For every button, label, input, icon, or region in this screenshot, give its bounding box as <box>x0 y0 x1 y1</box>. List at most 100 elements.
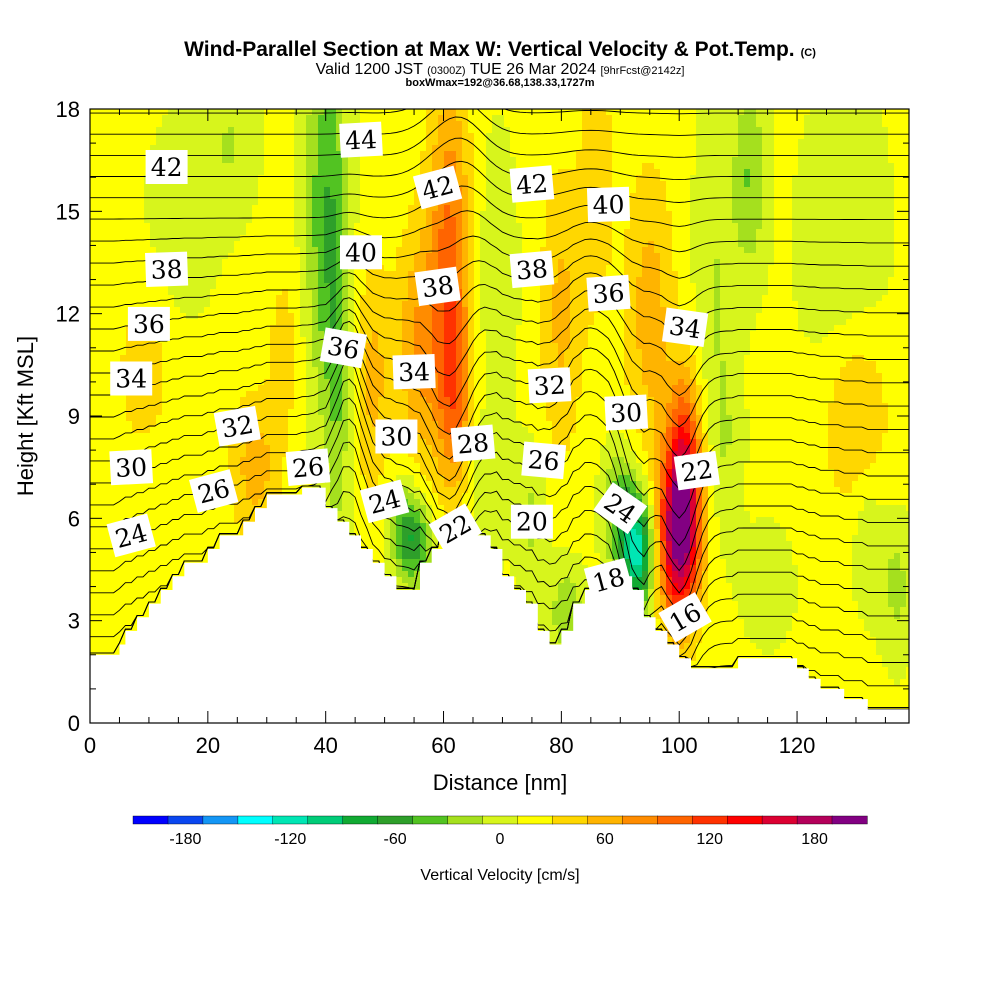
velocity-cell <box>228 373 235 380</box>
velocity-cell <box>144 553 151 560</box>
velocity-cell <box>174 109 181 116</box>
velocity-cell <box>192 319 199 326</box>
velocity-cell <box>120 157 127 164</box>
velocity-cell <box>342 211 349 218</box>
velocity-cell <box>90 127 97 134</box>
velocity-cell <box>318 403 325 410</box>
velocity-cell <box>336 271 343 278</box>
velocity-cell <box>150 343 157 350</box>
velocity-cell <box>234 313 241 320</box>
velocity-cell <box>336 499 343 506</box>
velocity-cell <box>126 241 133 248</box>
velocity-cell <box>360 415 367 422</box>
velocity-cell <box>108 169 115 176</box>
velocity-cell <box>252 385 259 392</box>
velocity-cell <box>180 127 187 134</box>
velocity-cell <box>288 403 295 410</box>
velocity-cell <box>90 457 97 464</box>
velocity-cell <box>156 445 163 452</box>
velocity-cell <box>138 151 145 158</box>
velocity-cell <box>240 463 247 470</box>
velocity-cell <box>210 121 217 128</box>
velocity-cell <box>252 457 259 464</box>
velocity-cell <box>252 487 259 494</box>
velocity-cell <box>228 259 235 266</box>
velocity-cell <box>324 499 331 506</box>
velocity-cell <box>174 361 181 368</box>
velocity-cell <box>96 175 103 182</box>
velocity-cell <box>306 235 313 242</box>
velocity-cell <box>264 451 271 458</box>
velocity-cell <box>342 217 349 224</box>
velocity-cell <box>330 421 337 428</box>
velocity-cell <box>330 247 337 254</box>
velocity-cell <box>102 163 109 170</box>
velocity-cell <box>186 199 193 206</box>
velocity-cell <box>240 445 247 452</box>
velocity-cell <box>144 397 151 404</box>
velocity-cell <box>360 463 367 470</box>
velocity-cell <box>168 121 175 128</box>
velocity-cell <box>138 421 145 428</box>
velocity-cell <box>360 421 367 428</box>
velocity-cell <box>288 445 295 452</box>
velocity-cell <box>264 487 271 494</box>
velocity-cell <box>282 391 289 398</box>
velocity-cell <box>102 439 109 446</box>
velocity-cell <box>300 409 307 416</box>
velocity-cell <box>246 463 253 470</box>
velocity-cell <box>240 241 247 248</box>
velocity-cell <box>234 187 241 194</box>
velocity-cell <box>96 241 103 248</box>
velocity-cell <box>138 139 145 146</box>
velocity-cell <box>348 325 355 332</box>
velocity-cell <box>228 199 235 206</box>
velocity-cell <box>324 433 331 440</box>
velocity-cell <box>144 193 151 200</box>
velocity-cell <box>186 277 193 284</box>
velocity-cell <box>360 325 367 332</box>
velocity-cell <box>228 295 235 302</box>
velocity-cell <box>318 433 325 440</box>
velocity-cell <box>114 139 121 146</box>
velocity-cell <box>276 187 283 194</box>
velocity-cell <box>144 187 151 194</box>
velocity-cell <box>300 217 307 224</box>
velocity-cell <box>162 343 169 350</box>
velocity-cell <box>156 115 163 122</box>
velocity-cell <box>90 595 97 602</box>
velocity-cell <box>90 571 97 578</box>
velocity-cell <box>132 181 139 188</box>
velocity-cell <box>276 361 283 368</box>
velocity-cell <box>324 427 331 434</box>
velocity-cell <box>210 199 217 206</box>
velocity-cell <box>198 211 205 218</box>
velocity-cell <box>300 319 307 326</box>
velocity-cell <box>294 229 301 236</box>
velocity-cell <box>174 145 181 152</box>
velocity-cell <box>192 451 199 458</box>
velocity-cell <box>138 115 145 122</box>
velocity-cell <box>162 493 169 500</box>
velocity-cell <box>288 385 295 392</box>
velocity-cell <box>288 421 295 428</box>
velocity-cell <box>150 367 157 374</box>
velocity-cell <box>102 343 109 350</box>
velocity-cell <box>234 493 241 500</box>
velocity-cell <box>114 505 121 512</box>
velocity-cell <box>210 223 217 230</box>
velocity-cell <box>96 313 103 320</box>
velocity-cell <box>108 289 115 296</box>
velocity-cell <box>174 505 181 512</box>
velocity-cell <box>180 451 187 458</box>
velocity-cell <box>378 325 385 332</box>
velocity-cell <box>96 145 103 152</box>
velocity-cell <box>90 349 97 356</box>
velocity-cell <box>354 427 361 434</box>
velocity-cell <box>348 463 355 470</box>
velocity-cell <box>228 505 235 512</box>
velocity-cell <box>276 469 283 476</box>
velocity-cell <box>192 421 199 428</box>
velocity-cell <box>96 421 103 428</box>
velocity-cell <box>312 205 319 212</box>
